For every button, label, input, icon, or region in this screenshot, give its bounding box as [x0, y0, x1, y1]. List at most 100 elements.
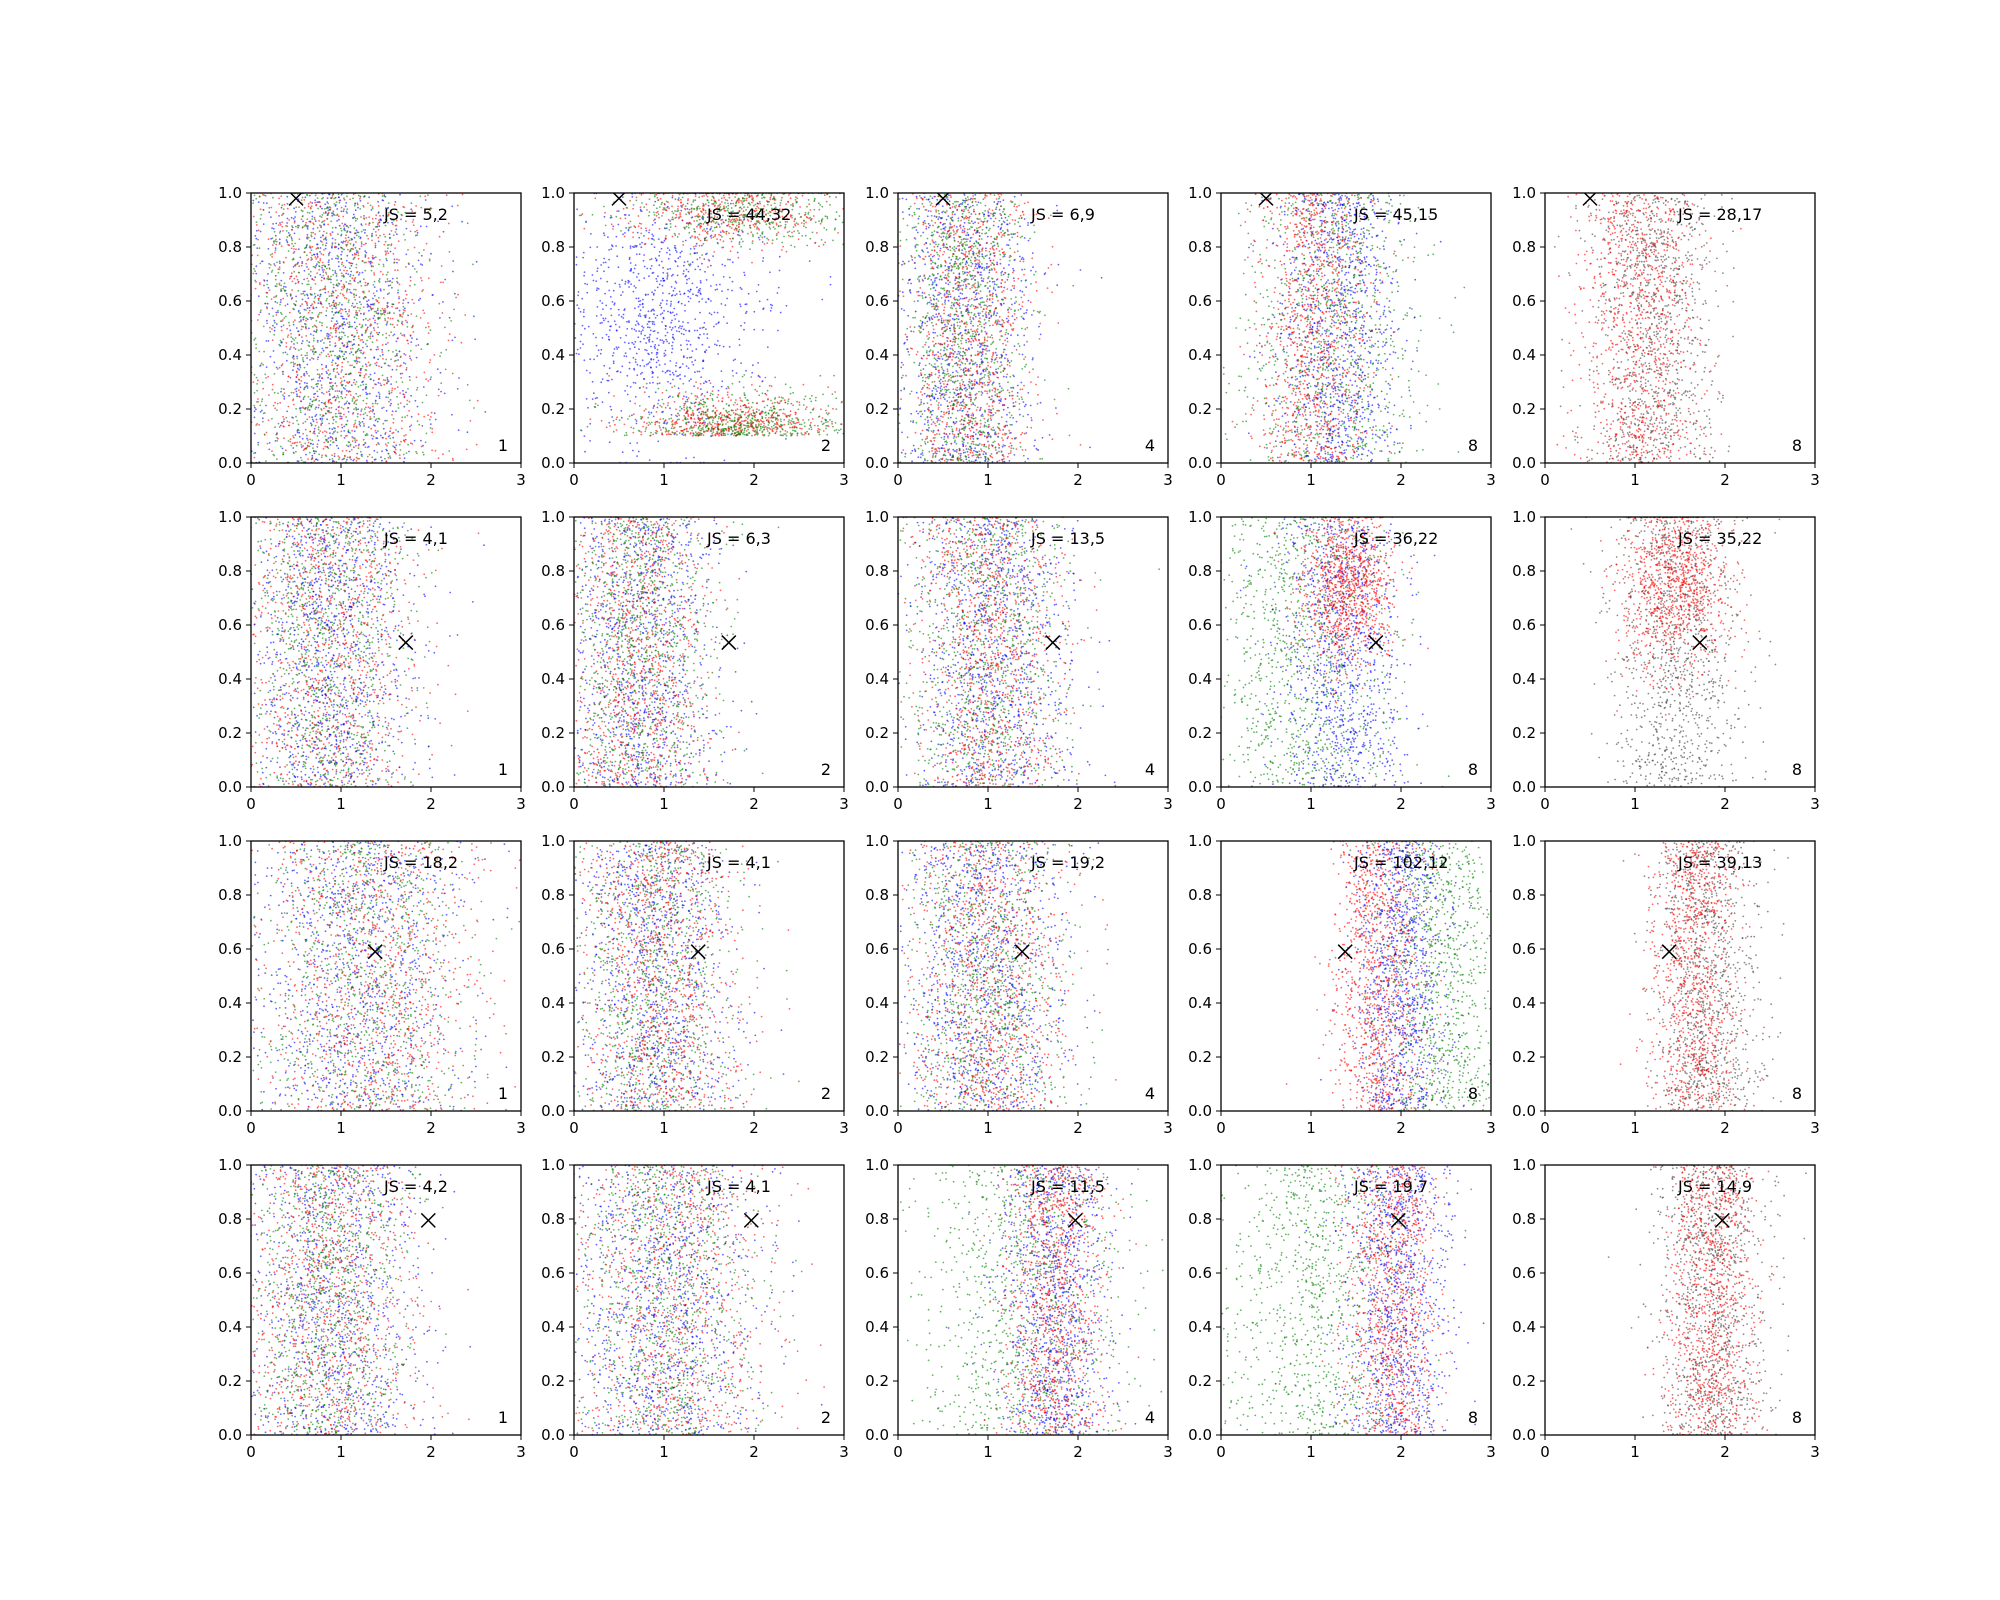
scatter-point [335, 307, 337, 309]
scatter-point [305, 323, 307, 326]
scatter-point [376, 309, 379, 312]
scatter-point [440, 265, 443, 267]
scatter-point [352, 248, 355, 251]
scatter-point [685, 457, 687, 460]
scatter-point [372, 297, 374, 300]
scatter-point [772, 412, 775, 414]
scatter-point [321, 454, 323, 457]
scatter-point [353, 306, 355, 309]
scatter-point [650, 243, 653, 246]
scatter-point [346, 434, 348, 437]
scatter-point [428, 418, 431, 421]
scatter-point [374, 319, 376, 322]
scatter-point [344, 205, 347, 208]
scatter-point [384, 457, 386, 460]
scatter-point [669, 305, 672, 307]
scatter-point [669, 267, 671, 270]
scatter-points [574, 193, 844, 463]
scatter-point [327, 353, 330, 356]
scatter-point [367, 260, 370, 263]
scatter-point [627, 222, 630, 225]
scatter-point [679, 293, 682, 296]
scatter-point [756, 402, 759, 404]
scatter-point [664, 419, 667, 422]
scatter-point [336, 431, 339, 434]
scatter-point [737, 201, 740, 204]
scatter-point [265, 295, 268, 298]
scatter-point [353, 316, 356, 319]
scatter-point [786, 414, 789, 417]
scatter-point [360, 367, 363, 370]
scatter-point [255, 424, 258, 426]
scatter-point [778, 409, 781, 411]
scatter-point [592, 333, 595, 335]
scatter-point [697, 213, 700, 216]
scatter-point [384, 319, 387, 322]
scatter-point [315, 203, 318, 206]
scatter-point [694, 268, 697, 271]
scatter-point [337, 396, 340, 399]
scatter-point [720, 197, 723, 200]
scatter-point [295, 390, 298, 393]
scatter-point [362, 417, 365, 420]
scatter-point [792, 404, 794, 407]
scatter-point [814, 197, 816, 200]
scatter-point [337, 373, 340, 375]
scatter-point [339, 347, 341, 350]
scatter-point [292, 217, 295, 220]
scatter-point [330, 281, 332, 284]
scatter-point [388, 392, 391, 395]
scatter-point [390, 230, 393, 232]
scatter-point [640, 333, 643, 335]
scatter-point [357, 254, 360, 257]
scatter-point [315, 398, 318, 401]
scatter-point [341, 308, 344, 311]
scatter-point [640, 232, 643, 235]
scatter-point [386, 306, 389, 309]
scatter-point [376, 300, 379, 303]
scatter-point [308, 306, 311, 309]
scatter-point [393, 312, 395, 314]
scatter-point [304, 420, 307, 423]
scatter-point [738, 427, 740, 430]
scatter-point [257, 441, 260, 444]
scatter-point [710, 220, 713, 223]
scatter-point [287, 243, 289, 246]
scatter-point [319, 251, 321, 253]
scatter-point [639, 300, 642, 302]
scatter-point [342, 225, 345, 227]
scatter-point [763, 243, 766, 245]
scatter-point [351, 254, 354, 256]
scatter-point [675, 213, 678, 216]
scatter-point [779, 418, 782, 421]
scatter-point [365, 432, 368, 435]
scatter-point [647, 237, 650, 240]
scatter-point [346, 313, 349, 315]
scatter-point [317, 313, 320, 316]
scatter-point [289, 346, 292, 349]
scatter-point [325, 355, 328, 357]
scatter-point [296, 278, 299, 281]
scatter-point [682, 434, 685, 436]
scatter-point [603, 257, 605, 260]
scatter-point [274, 426, 276, 429]
scatter-point [320, 386, 323, 389]
scatter-point [767, 201, 769, 203]
scatter-point [351, 440, 354, 443]
scatter-point [764, 392, 767, 395]
scatter-point [379, 215, 381, 217]
scatter-point [287, 232, 290, 234]
scatter-point [634, 358, 637, 361]
scatter-point [440, 351, 443, 354]
scatter-point [271, 252, 274, 255]
scatter-point [689, 236, 692, 239]
scatter-point [684, 400, 687, 403]
scatter-point [738, 243, 741, 246]
scatter-point [392, 351, 394, 353]
scatter-point [603, 319, 605, 322]
scatter-point [396, 258, 398, 261]
scatter-point [652, 407, 655, 409]
scatter-point [645, 203, 648, 206]
scatter-point [306, 437, 308, 440]
scatter-point [377, 381, 380, 384]
